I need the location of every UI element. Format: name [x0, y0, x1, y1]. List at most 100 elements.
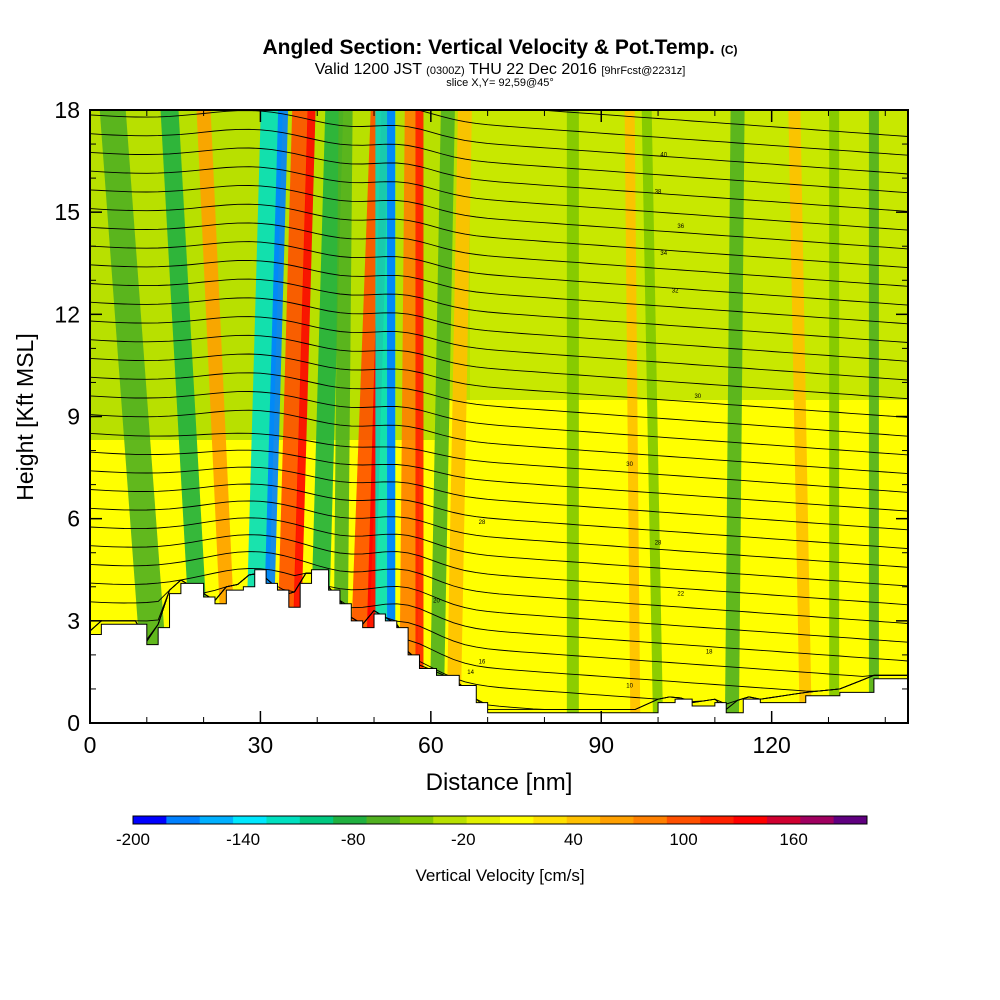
valid-date: THU 22 Dec 2016 — [468, 61, 597, 78]
theta-contour-line — [90, 203, 908, 269]
y-axis-label: Height [Kft MSL] — [12, 333, 38, 500]
velocity-band — [566, 110, 579, 723]
velocity-band — [829, 110, 840, 723]
theta-contour-line — [90, 241, 908, 306]
field-region — [440, 400, 640, 550]
theta-contour-line — [90, 568, 908, 643]
valid-prefix: Valid 1200 JST — [314, 61, 422, 78]
theta-contour-line — [90, 128, 908, 194]
colorbar-swatch — [199, 816, 234, 824]
colorbar-swatch — [833, 816, 868, 824]
colorbar-swatch — [700, 816, 735, 824]
velocity-band — [788, 110, 812, 723]
velocity-band — [387, 110, 396, 723]
contour-label: 22 — [677, 592, 684, 598]
theta-contour-line — [90, 372, 908, 437]
theta-contour-line — [90, 409, 908, 475]
theta-contour-line — [90, 259, 908, 325]
contour-label: 28 — [655, 541, 662, 547]
title-suffix: (C) — [720, 43, 738, 57]
colorbar: -200 -140 -80 -20 40 100 160 — [116, 815, 868, 849]
x-axis-label: Distance [nm] — [426, 769, 573, 796]
colorbar-label: Vertical Velocity [cm/s] — [415, 866, 584, 885]
contour-label: 10 — [626, 684, 633, 690]
x-tick-label: 120 — [752, 732, 790, 758]
velocity-band — [275, 110, 309, 723]
contour-label: 30 — [694, 394, 701, 400]
contour-label: 34 — [660, 251, 667, 257]
colorbar-swatch — [266, 816, 301, 824]
y-tick-label: 18 — [54, 97, 80, 123]
velocity-band — [290, 110, 316, 723]
colorbar-swatch — [166, 816, 201, 824]
colorbar-swatch — [133, 816, 167, 824]
velocity-band — [724, 110, 745, 723]
colorbar-tick-label: -140 — [226, 830, 260, 849]
valid-fcst: [9hrFcst@2231z] — [601, 65, 686, 77]
colorbar-swatch — [233, 816, 267, 824]
velocity-band — [868, 110, 879, 723]
colorbar-swatch — [366, 816, 401, 824]
theta-contour-line — [90, 147, 908, 212]
theta-contour-line — [90, 534, 908, 606]
velocity-band — [415, 110, 424, 723]
colorbar-swatch — [399, 816, 434, 824]
chart-title: Angled Section: Vertical Velocity & Pot.… — [262, 36, 738, 59]
theta-contour-line — [90, 483, 908, 550]
theta-contour-line — [90, 166, 908, 231]
colorbar-swatch — [633, 816, 668, 824]
theta-contour-line — [90, 517, 908, 587]
theta-contour-line — [90, 278, 908, 343]
contour-label: 28 — [479, 520, 486, 526]
y-tick-label: 0 — [67, 710, 80, 736]
contour-label: 14 — [467, 670, 474, 676]
colorbar-tick-label: -20 — [451, 830, 476, 849]
colorbar-swatch — [566, 816, 601, 824]
velocity-band — [332, 110, 353, 723]
slice-info: slice X,Y= 92,59@45° — [446, 77, 554, 89]
theta-contour-line — [90, 432, 908, 493]
velocity-band — [446, 110, 472, 723]
colorbar-tick-label: 160 — [779, 830, 807, 849]
x-tick-label: 0 — [84, 732, 97, 758]
colorbar-tick-label: -200 — [116, 830, 150, 849]
theta-contour-line — [415, 110, 908, 156]
theta-contour-line — [90, 551, 908, 624]
theta-contour-line — [90, 297, 908, 362]
velocity-band — [243, 110, 283, 723]
terrain-shape — [90, 569, 908, 723]
colorbar-swatch — [666, 816, 701, 824]
theta-contours: 10 14 16 18 20 22 28 28 30 30 32 34 36 38 40 — [90, 110, 908, 710]
theta-contour-line — [90, 316, 908, 381]
contour-label: 40 — [660, 152, 667, 158]
terrain — [90, 569, 908, 723]
x-tick-label: 30 — [248, 732, 274, 758]
colorbar-swatch — [433, 816, 468, 824]
theta-contour-line — [90, 222, 908, 287]
x-tick-label: 60 — [418, 732, 444, 758]
colorbar-tick-label: -80 — [341, 830, 366, 849]
contour-label: 18 — [706, 649, 713, 655]
colorbar-tick-label: 40 — [564, 830, 583, 849]
y-tick-label: 9 — [67, 404, 80, 430]
x-tick-label: 90 — [588, 732, 614, 758]
colorbar-swatch — [766, 816, 801, 824]
y-tick-label: 3 — [67, 608, 80, 634]
colorbar-swatch — [333, 816, 368, 824]
theta-contour-line — [90, 353, 908, 418]
y-tick-label: 6 — [67, 506, 80, 532]
colorbar-swatch — [600, 816, 634, 824]
contour-label: 16 — [479, 660, 486, 666]
colorbar-swatch — [500, 816, 534, 824]
velocity-field — [90, 110, 908, 723]
colorbar-tick-label: 100 — [669, 830, 697, 849]
theta-contour-line — [90, 110, 908, 175]
theta-contour-line — [90, 185, 908, 250]
theta-contour-line — [90, 466, 908, 531]
contour-label: 38 — [655, 190, 662, 196]
colorbar-swatch — [733, 816, 768, 824]
theta-contour-line — [90, 500, 908, 568]
colorbar-swatch — [466, 816, 501, 824]
